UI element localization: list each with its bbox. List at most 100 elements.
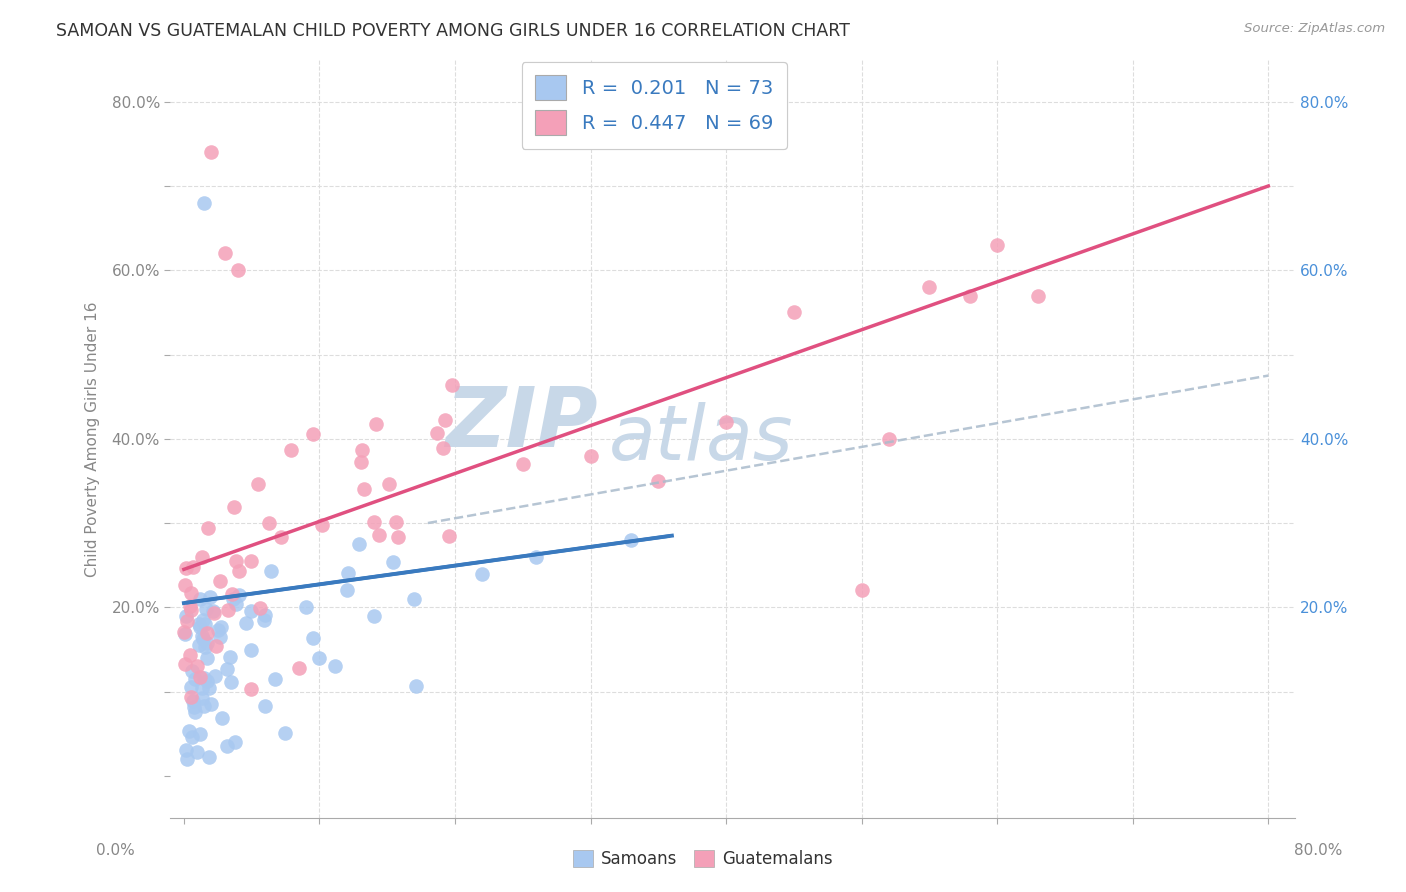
Point [441,377,464,392]
Point [385,515,408,529]
Point [295,600,318,615]
Point [382,555,405,569]
Point [350,455,373,469]
Point [228,564,250,578]
Point [184,672,207,686]
Point [274,726,297,740]
Point [214,246,236,260]
Point [323,658,346,673]
Point [239,681,262,696]
Point [222,592,245,607]
Point [209,620,232,634]
Point [215,739,238,754]
Point [235,615,257,630]
Point [184,705,207,719]
Point [350,443,373,458]
Point [202,607,225,621]
Point [173,657,195,671]
Point [240,643,263,657]
Point [524,549,547,564]
Point [432,441,454,455]
Point [180,586,202,600]
Point [620,533,643,547]
Point [174,561,197,575]
Point [191,549,214,564]
Point [353,483,375,497]
Point [1026,288,1049,302]
Point [200,145,222,160]
Point [186,745,208,759]
Point [364,417,387,431]
Point [198,591,221,605]
Point [209,574,232,588]
Point [174,578,197,592]
Point [221,587,243,601]
Point [377,477,399,491]
Point [218,649,240,664]
Point [197,521,219,535]
Point [204,669,226,683]
Point [783,305,806,319]
Point [257,516,280,531]
Point [877,432,900,446]
Point [179,648,201,662]
Point [177,723,200,738]
Point [335,583,357,598]
Point [437,528,460,542]
Point [180,664,202,678]
Point [181,559,204,574]
Point [363,608,385,623]
Text: 80.0%: 80.0% [1295,843,1343,858]
Text: atlas: atlas [609,401,793,475]
Point [188,592,211,607]
Point [433,412,456,426]
Text: ZIP: ZIP [446,383,598,464]
Point [959,288,981,302]
Point [191,691,214,706]
Point [254,699,277,714]
Point [226,263,249,277]
Point [181,730,204,744]
Point [174,608,197,623]
Point [180,680,202,694]
Point [173,627,195,641]
Point [363,515,385,529]
Point [254,608,277,623]
Point [225,554,247,568]
Point [181,694,204,708]
Point [211,711,233,725]
Point [200,697,222,711]
Point [176,743,198,757]
Point [217,663,239,677]
Legend: R =  0.201   N = 73, R =  0.447   N = 69: R = 0.201 N = 73, R = 0.447 N = 69 [522,62,787,149]
Text: Source: ZipAtlas.com: Source: ZipAtlas.com [1244,22,1385,36]
Point [193,671,215,685]
Point [180,603,202,617]
Point [187,617,209,632]
Point [280,443,302,458]
Point [207,623,229,637]
Point [253,613,276,627]
Point [188,620,211,634]
Point [176,614,198,628]
Point [217,603,239,617]
Point [647,474,669,488]
Point [404,591,426,606]
Point [198,681,221,696]
Point [512,457,534,471]
Point [219,675,242,690]
Text: 0.0%: 0.0% [96,843,135,858]
Legend: Samoans, Guatemalans: Samoans, Guatemalans [567,843,839,875]
Point [195,651,218,665]
Text: SAMOAN VS GUATEMALAN CHILD POVERTY AMONG GIRLS UNDER 16 CORRELATION CHART: SAMOAN VS GUATEMALAN CHILD POVERTY AMONG… [56,22,851,40]
Point [368,527,391,541]
Point [209,630,232,644]
Point [193,699,215,714]
Point [176,751,198,765]
Point [191,613,214,627]
Point [263,672,285,686]
Point [224,735,246,749]
Point [179,599,201,613]
Point [197,636,219,650]
Point [225,598,247,612]
